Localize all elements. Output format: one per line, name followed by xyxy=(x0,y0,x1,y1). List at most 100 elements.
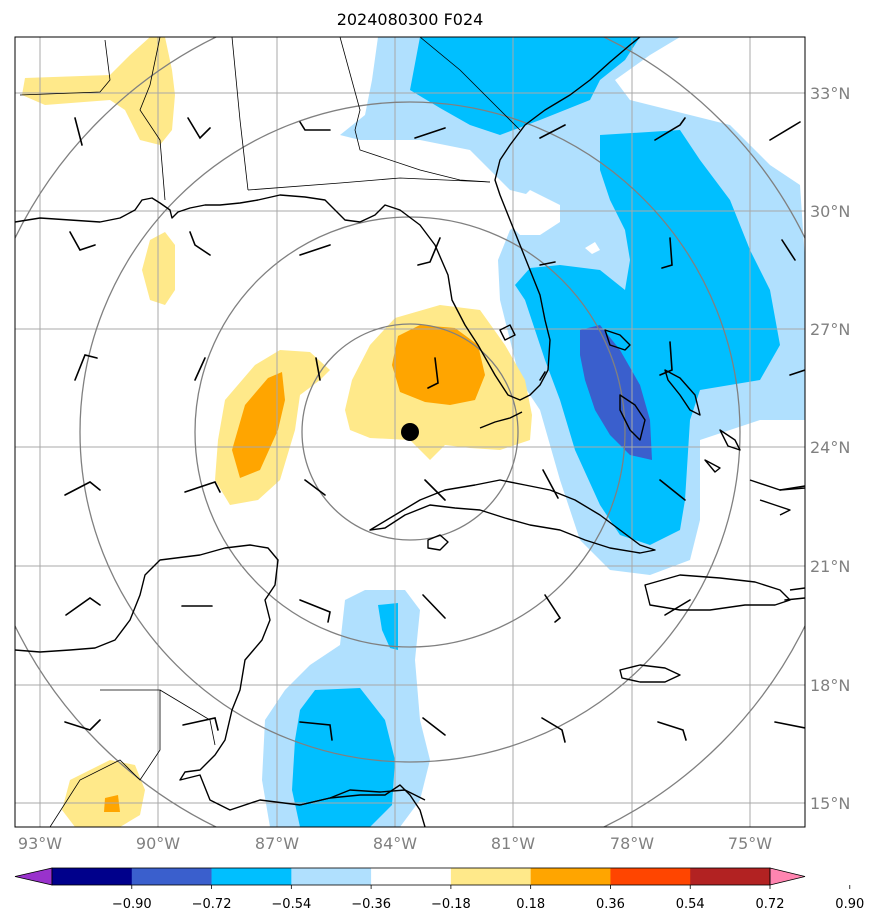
coastlines xyxy=(15,37,805,827)
wind-barb xyxy=(64,481,101,496)
wind-barb xyxy=(661,237,673,269)
wind-barb xyxy=(64,719,101,731)
coast-bahamas-1 xyxy=(604,329,631,351)
wind-barb xyxy=(539,371,546,381)
fill-blue-north xyxy=(410,37,640,135)
wind-barb xyxy=(654,117,686,141)
fill-yellow-mississippi xyxy=(22,37,175,145)
fill-orange-gulf-west xyxy=(232,372,285,478)
coast-puerto-rico xyxy=(789,587,805,591)
border-al-ga xyxy=(231,37,249,191)
border-mx-belize xyxy=(159,689,216,746)
wind-barb xyxy=(315,357,321,381)
colorbar-bin xyxy=(291,868,372,885)
wind-barb xyxy=(784,597,805,601)
border-ms-al xyxy=(139,37,166,201)
wind-barb xyxy=(299,599,331,623)
range-ring-inner xyxy=(301,323,519,541)
lat-tick-label: 27°N xyxy=(810,320,850,339)
wind-barb xyxy=(659,341,673,376)
colorbar-tick-label: −0.18 xyxy=(431,897,471,912)
wind-barb xyxy=(184,481,221,493)
coast-honduras xyxy=(299,789,426,806)
colorbar-bin xyxy=(371,868,452,885)
coast-bahamas-2 xyxy=(619,394,646,441)
coast-bahamas-3 xyxy=(664,369,701,416)
colorbar-bin xyxy=(610,868,691,885)
lon-tick-label: 90°W xyxy=(136,834,180,853)
lat-tick-label: 18°N xyxy=(810,676,850,695)
wind-barb xyxy=(539,261,556,266)
wind-barb xyxy=(65,597,101,616)
wind-barb xyxy=(774,721,805,729)
border-nc-sc xyxy=(419,37,521,131)
wind-barb xyxy=(299,121,331,131)
wind-barb xyxy=(657,721,687,741)
colorbar-bin xyxy=(211,868,292,885)
map-frame xyxy=(14,36,806,828)
wind-barb xyxy=(422,717,446,736)
fill-dark-blue-bahamas xyxy=(580,325,652,460)
lon-tick-label: 75°W xyxy=(728,834,772,853)
wind-barb xyxy=(304,479,326,496)
coast-isle-of-youth xyxy=(427,534,449,551)
colorbar-bin xyxy=(530,868,611,885)
wind-barb xyxy=(789,369,805,376)
map-title: 2024080300 F024 xyxy=(337,10,484,29)
wind-barb xyxy=(187,117,211,140)
colorbar-tick-label: 0.90 xyxy=(835,897,864,912)
wind-barb xyxy=(69,231,96,251)
wind-barb xyxy=(542,469,559,499)
colorbar-bin xyxy=(52,868,133,885)
wind-barb xyxy=(541,717,566,743)
wind-barb xyxy=(299,721,333,741)
coast-bahamas-5 xyxy=(704,459,721,473)
colorbar-tick-labels: −0.90 −0.72 −0.54 −0.36 −0.18 0.18 0.36 0.54 0.7… xyxy=(112,885,864,912)
colorbar-extend-high xyxy=(769,867,806,886)
wind-barb xyxy=(781,239,796,261)
wind-barb xyxy=(427,357,439,389)
political-borders xyxy=(19,37,521,827)
colorbar-tick-label: −0.72 xyxy=(192,897,232,912)
colorbar-tick-label: 0.36 xyxy=(596,897,625,912)
lon-tick-label: 78°W xyxy=(610,834,654,853)
fill-blue-south xyxy=(292,688,395,827)
lat-tick-label: 30°N xyxy=(810,202,850,221)
wind-barb xyxy=(769,121,801,141)
wind-barb xyxy=(182,717,219,731)
colorbar-extend-low xyxy=(14,867,53,886)
colorbar-bin xyxy=(690,868,771,885)
fill-orange-gulf-center xyxy=(392,325,485,405)
longitude-labels: 93°W 90°W 87°W 84°W 81°W 78°W 75°W xyxy=(18,834,772,853)
border-ms-la xyxy=(19,39,111,96)
colorbar-bin xyxy=(450,868,531,885)
lon-tick-label: 87°W xyxy=(255,834,299,853)
wind-barb xyxy=(74,117,83,146)
wind-barb xyxy=(659,479,686,501)
lat-tick-label: 21°N xyxy=(810,557,850,576)
coast-bahamas-6 xyxy=(749,479,805,491)
lon-tick-label: 81°W xyxy=(491,834,535,853)
storm-center-marker xyxy=(401,423,419,441)
wind-barb xyxy=(74,354,98,381)
coast-jamaica xyxy=(619,664,681,683)
wind-barb xyxy=(544,594,562,623)
colorbar-tick-label: 0.54 xyxy=(676,897,705,912)
range-ring-3 xyxy=(79,101,741,763)
lon-tick-label: 84°W xyxy=(373,834,417,853)
colorbar-tick-label: −0.54 xyxy=(271,897,311,912)
border-fl-ga xyxy=(247,177,491,191)
lat-tick-label: 33°N xyxy=(810,84,850,103)
wind-barbs xyxy=(64,117,805,743)
wind-barb xyxy=(189,231,211,256)
coast-gulf-north xyxy=(15,37,641,401)
coast-turks xyxy=(759,499,791,516)
wind-barb xyxy=(422,594,446,619)
latitude-labels: 33°N 30°N 27°N 24°N 21°N 18°N 15°N xyxy=(810,84,850,813)
border-ga-sc xyxy=(339,37,491,183)
colorbar-bin xyxy=(131,868,212,885)
coast-lake-okeechobee xyxy=(499,324,516,341)
wind-barb xyxy=(539,124,566,139)
lat-tick-label: 15°N xyxy=(810,794,850,813)
